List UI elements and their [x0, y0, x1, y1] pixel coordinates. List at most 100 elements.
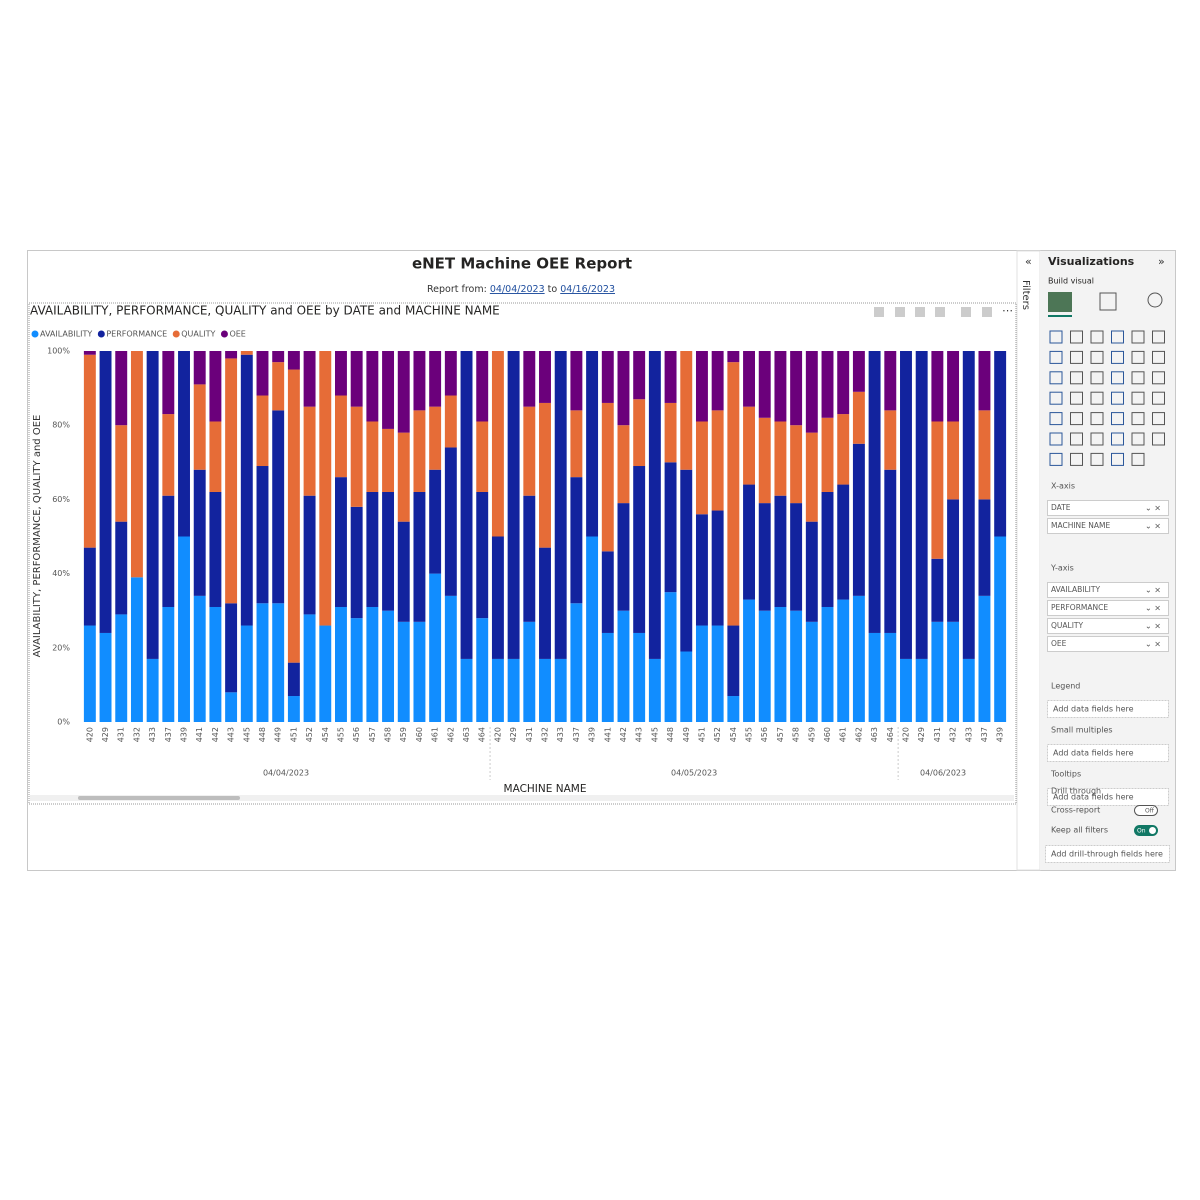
drill-drop-zone[interactable]	[1045, 845, 1170, 863]
viz-icon[interactable]	[1111, 330, 1124, 344]
bar-segment[interactable]	[429, 351, 442, 407]
bar-segment[interactable]	[99, 632, 112, 722]
bar-segment[interactable]	[633, 399, 646, 467]
bar-segment[interactable]	[382, 351, 395, 429]
bar-segment[interactable]	[586, 351, 599, 537]
bar-segment[interactable]	[743, 599, 755, 722]
bar-segment[interactable]	[444, 395, 457, 448]
bar-segment[interactable]	[617, 503, 630, 611]
viz-icon[interactable]	[1070, 391, 1083, 405]
bar-segment[interactable]	[240, 625, 253, 722]
bar-segment[interactable]	[507, 351, 520, 659]
viz-icon[interactable]	[1049, 371, 1063, 385]
viz-icon[interactable]	[1152, 350, 1165, 364]
viz-icon[interactable]	[1090, 330, 1104, 344]
viz-icon[interactable]	[1090, 452, 1104, 466]
bar-segment[interactable]	[978, 595, 991, 722]
bar-segment[interactable]	[272, 603, 285, 722]
bar-segment[interactable]	[852, 443, 865, 596]
bar-segment[interactable]	[758, 417, 771, 504]
viz-icon[interactable]	[1070, 432, 1083, 446]
bar-segment[interactable]	[868, 632, 881, 722]
bar-segment[interactable]	[852, 391, 865, 444]
bar-segment[interactable]	[146, 658, 159, 722]
bar-segment[interactable]	[695, 351, 708, 422]
viz-icon[interactable]	[1131, 432, 1145, 446]
field-pill[interactable]	[1047, 636, 1169, 652]
bar-segment[interactable]	[711, 510, 724, 626]
analytics-icon[interactable]	[1147, 292, 1163, 308]
bar-segment[interactable]	[397, 621, 410, 722]
bar-segment[interactable]	[695, 514, 708, 626]
bar-segment[interactable]	[99, 351, 112, 633]
bar-segment[interactable]	[947, 421, 960, 500]
legend-label[interactable]: PERFORMANCE	[106, 330, 167, 339]
bar-segment[interactable]	[664, 592, 677, 722]
bar-segment[interactable]	[994, 536, 1007, 723]
bar-segment[interactable]	[319, 351, 332, 626]
bar-segment[interactable]	[209, 351, 222, 422]
bar-segment[interactable]	[335, 351, 347, 396]
bar-segment[interactable]	[146, 351, 159, 659]
field-pill[interactable]	[1047, 600, 1169, 616]
bar-segment[interactable]	[837, 351, 850, 415]
viz-icon[interactable]	[1090, 371, 1104, 385]
bar-segment[interactable]	[397, 521, 410, 622]
bar-segment[interactable]	[601, 632, 614, 722]
bar-segment[interactable]	[711, 410, 724, 511]
bar-segment[interactable]	[931, 421, 944, 559]
bar-segment[interactable]	[664, 351, 677, 403]
bar-segment[interactable]	[884, 410, 897, 470]
bar-segment[interactable]	[884, 632, 897, 722]
bar-segment[interactable]	[444, 447, 457, 596]
viz-icon[interactable]	[1131, 452, 1145, 466]
bar-segment[interactable]	[115, 351, 128, 426]
bar-segment[interactable]	[240, 354, 253, 626]
visual-header-icons[interactable]: ⋯	[874, 304, 1013, 317]
bar-segment[interactable]	[491, 658, 504, 722]
bar-segment[interactable]	[523, 495, 536, 622]
bar-segment[interactable]	[366, 606, 379, 722]
drop-zone[interactable]	[1047, 700, 1169, 718]
bar-segment[interactable]	[460, 658, 473, 722]
bar-segment[interactable]	[335, 477, 347, 607]
bar-segment[interactable]	[743, 484, 755, 600]
legend-label[interactable]: QUALITY	[181, 330, 215, 339]
bar-segment[interactable]	[962, 351, 975, 659]
toggle-off[interactable]	[1134, 805, 1158, 816]
viz-icon[interactable]	[1049, 452, 1063, 466]
bar-segment[interactable]	[617, 425, 630, 504]
bar-segment[interactable]	[83, 351, 96, 355]
bar-segment[interactable]	[790, 610, 803, 722]
bar-segment[interactable]	[350, 506, 363, 619]
bar-segment[interactable]	[523, 621, 536, 722]
bar-segment[interactable]	[130, 351, 143, 578]
bar-segment[interactable]	[586, 536, 599, 723]
bar-segment[interactable]	[947, 621, 960, 722]
bar-segment[interactable]	[225, 603, 238, 693]
bar-segment[interactable]	[193, 469, 206, 596]
scrollbar[interactable]	[78, 796, 240, 800]
bar-segment[interactable]	[570, 410, 583, 478]
filters-label[interactable]: Filters	[1020, 280, 1031, 310]
bar-segment[interactable]	[287, 369, 300, 663]
bar-segment[interactable]	[476, 421, 489, 492]
viz-icon[interactable]	[1070, 412, 1083, 426]
bar-segment[interactable]	[162, 495, 175, 607]
bar-segment[interactable]	[758, 351, 771, 418]
bar-segment[interactable]	[805, 432, 818, 522]
bar-segment[interactable]	[821, 606, 834, 722]
bar-segment[interactable]	[287, 351, 300, 370]
bar-segment[interactable]	[648, 658, 661, 722]
bar-segment[interactable]	[287, 696, 300, 722]
bar-segment[interactable]	[413, 621, 426, 722]
bar-segment[interactable]	[523, 406, 536, 496]
viz-icon[interactable]	[1152, 432, 1165, 446]
bar-segment[interactable]	[429, 573, 442, 722]
bar-segment[interactable]	[931, 558, 944, 622]
bar-segment[interactable]	[476, 491, 489, 619]
bar-segment[interactable]	[256, 395, 269, 467]
viz-icon[interactable]	[1049, 330, 1063, 344]
bar-segment[interactable]	[884, 469, 897, 633]
bar-segment[interactable]	[240, 351, 253, 355]
